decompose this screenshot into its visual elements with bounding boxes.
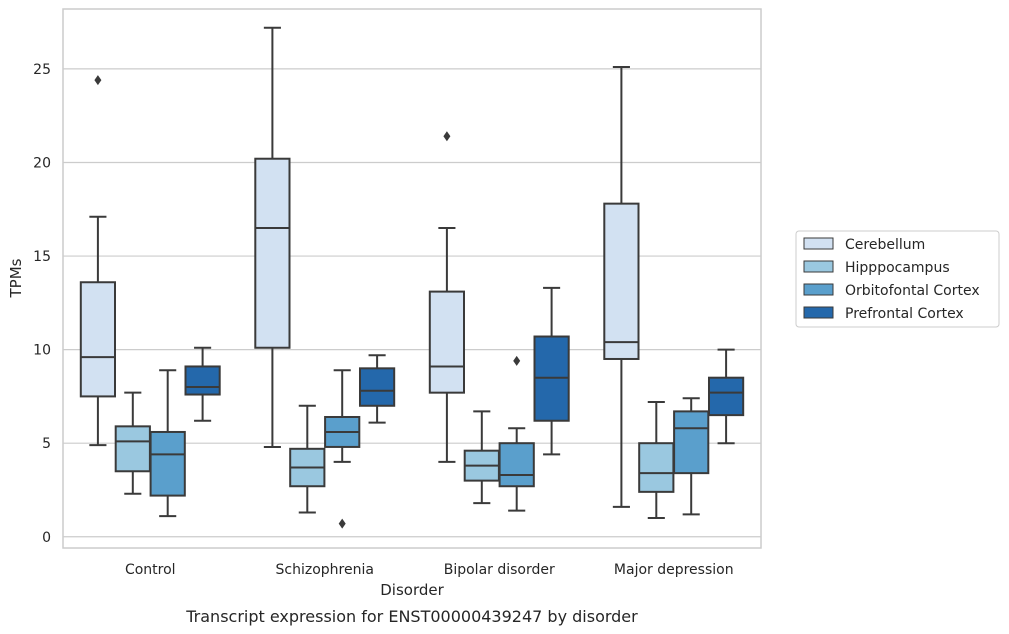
y-tick-label: 25 bbox=[33, 62, 51, 78]
plot-area-frame bbox=[62, 8, 762, 549]
x-tick-label: Schizophrenia bbox=[276, 562, 374, 578]
outlier-point bbox=[443, 131, 451, 142]
legend-swatch bbox=[803, 260, 834, 273]
legend-swatch bbox=[803, 237, 834, 250]
box-hipppocampus bbox=[638, 401, 675, 520]
legend-entry: Hipppocampus bbox=[845, 260, 950, 276]
outlier-point bbox=[94, 75, 102, 86]
legend-swatch bbox=[803, 306, 834, 319]
x-axis-ticks: Control Schizophrenia Bipolar disorder Majo… bbox=[125, 562, 734, 578]
box-orbitofontal-cortex bbox=[149, 369, 186, 518]
box-prefrontal-cortex bbox=[184, 346, 221, 422]
box-iqr bbox=[184, 365, 221, 396]
y-axis-label: TPMs bbox=[7, 258, 25, 298]
legend-swatch bbox=[803, 283, 834, 296]
box-hipppocampus bbox=[463, 410, 500, 505]
x-tick-label: Control bbox=[125, 562, 176, 578]
box-cerebellum bbox=[603, 66, 640, 508]
box-iqr bbox=[79, 281, 117, 398]
box-iqr bbox=[707, 376, 745, 417]
y-axis-ticks: 0 5 10 15 20 25 bbox=[33, 62, 51, 546]
box-iqr bbox=[638, 442, 675, 493]
box-orbitofontal-cortex bbox=[673, 397, 710, 516]
box-hipppocampus bbox=[289, 404, 326, 514]
box-iqr bbox=[673, 410, 710, 475]
box-iqr bbox=[603, 202, 640, 360]
legend: Cerebellum Hipppocampus Orbitofontal Corte… bbox=[795, 230, 1000, 328]
box-cerebellum bbox=[254, 26, 291, 448]
box-iqr bbox=[498, 442, 535, 488]
box-iqr bbox=[428, 290, 466, 394]
box-iqr bbox=[149, 430, 186, 497]
box-cerebellum bbox=[79, 75, 117, 447]
y-tick-label: 20 bbox=[33, 155, 51, 171]
legend-entry: Cerebellum bbox=[845, 237, 925, 253]
box-iqr bbox=[358, 367, 396, 407]
legend-entry: Prefrontal Cortex bbox=[845, 306, 964, 322]
outlier-point bbox=[513, 355, 521, 366]
box-prefrontal-cortex bbox=[533, 286, 570, 456]
outlier-point bbox=[338, 518, 346, 529]
x-tick-label: Bipolar disorder bbox=[444, 562, 555, 578]
box-prefrontal-cortex bbox=[707, 348, 745, 445]
box-hipppocampus bbox=[114, 391, 151, 495]
legend-entry: Orbitofontal Cortex bbox=[845, 283, 980, 299]
x-axis-label: Disorder bbox=[380, 581, 444, 599]
y-tick-label: 15 bbox=[33, 249, 51, 265]
chart-caption: Transcript expression for ENST0000043924… bbox=[185, 607, 638, 626]
box-orbitofontal-cortex bbox=[324, 369, 361, 529]
y-tick-label: 10 bbox=[33, 343, 51, 359]
legend-frame bbox=[795, 230, 1000, 328]
box-prefrontal-cortex bbox=[358, 354, 396, 424]
y-tick-label: 0 bbox=[42, 530, 51, 546]
box-plots bbox=[79, 26, 745, 529]
box-orbitofontal-cortex bbox=[498, 355, 535, 512]
box-iqr bbox=[114, 425, 151, 473]
y-tick-label: 5 bbox=[42, 436, 51, 452]
box-cerebellum bbox=[428, 131, 466, 463]
box-iqr bbox=[254, 157, 291, 349]
x-tick-label: Major depression bbox=[614, 562, 734, 578]
